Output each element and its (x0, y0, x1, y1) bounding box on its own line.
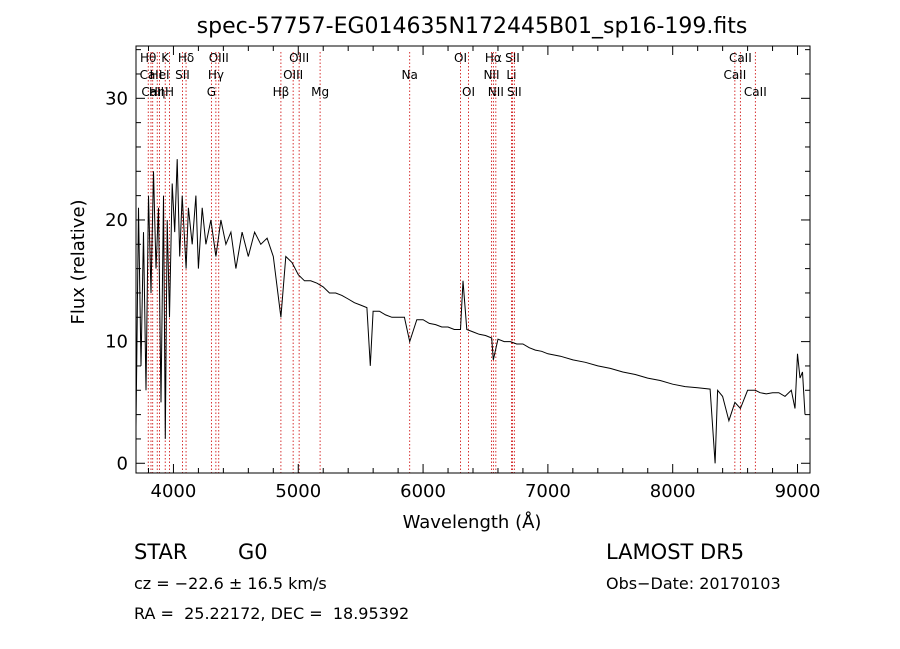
x-tick-label-7000: 7000 (525, 481, 571, 502)
line-label-11: G (207, 85, 216, 99)
line-label-2: CaII (141, 85, 164, 99)
line-label-16: Na (402, 68, 418, 82)
line-label-20: NII (483, 68, 499, 82)
observation-date: Obs−Date: 20170103 (606, 574, 781, 593)
x-tick-label-6000: 6000 (400, 481, 446, 502)
line-label-14: Hβ (273, 85, 290, 99)
line-label-1: CaII (140, 68, 163, 82)
coordinates: RA = 25.22172, DEC = 18.95392 (134, 604, 410, 623)
redshift-velocity: cz = −22.6 ± 16.5 km/s (134, 574, 327, 593)
line-label-5: Hη (149, 85, 166, 99)
y-tick-label-20: 20 (105, 210, 128, 231)
line-label-3: K (161, 51, 170, 65)
line-label-10: Hγ (208, 68, 224, 82)
x-tick-label-9000: 9000 (775, 481, 821, 502)
x-tick-label-8000: 8000 (650, 481, 696, 502)
line-label-15: Mg (311, 85, 329, 99)
line-label-22: SII (505, 51, 520, 65)
line-label-26: CaII (723, 68, 746, 82)
spectral-line-markers: Hθ CaII CaII K HeI Hη H Hδ SII OIII Hγ G OIII OIII Hβ M… (140, 51, 767, 473)
y-tick-label-30: 30 (105, 88, 128, 109)
line-label-25: CaII (729, 51, 752, 65)
line-label-4: HeI (150, 68, 170, 82)
y-tick-label-10: 10 (105, 332, 128, 353)
subclass: G0 (238, 540, 268, 564)
line-label-13: OIII (283, 68, 303, 82)
line-label-17: OI (454, 51, 467, 65)
line-label-9: OIII (209, 51, 229, 65)
line-label-19: Hα (485, 51, 502, 65)
line-label-0: Hθ (140, 51, 156, 65)
line-label-24: SII (507, 85, 522, 99)
y-tick-label-0: 0 (117, 453, 128, 474)
line-label-23: Li (506, 68, 516, 82)
line-label-27: CaII (744, 85, 767, 99)
line-label-6: H (165, 85, 174, 99)
spectrum-line (135, 159, 806, 464)
chart-title: spec-57757-EG014635N172445B01_sp16-199.f… (197, 14, 748, 39)
x-tick-label-5000: 5000 (275, 481, 321, 502)
line-label-18: OI (462, 85, 475, 99)
line-label-7: Hδ (178, 51, 194, 65)
object-class: STAR (134, 540, 188, 564)
line-label-21: NII (488, 85, 504, 99)
line-label-8: SII (175, 68, 190, 82)
axis-ticks: 4000 5000 6000 7000 8000 9000 0 10 20 30 (105, 46, 820, 502)
line-label-12: OIII (289, 51, 309, 65)
x-axis-label: Wavelength (Å) (403, 511, 542, 533)
x-tick-label-4000: 4000 (151, 481, 197, 502)
y-axis-label: Flux (relative) (68, 199, 89, 324)
survey-name: LAMOST DR5 (606, 540, 745, 564)
